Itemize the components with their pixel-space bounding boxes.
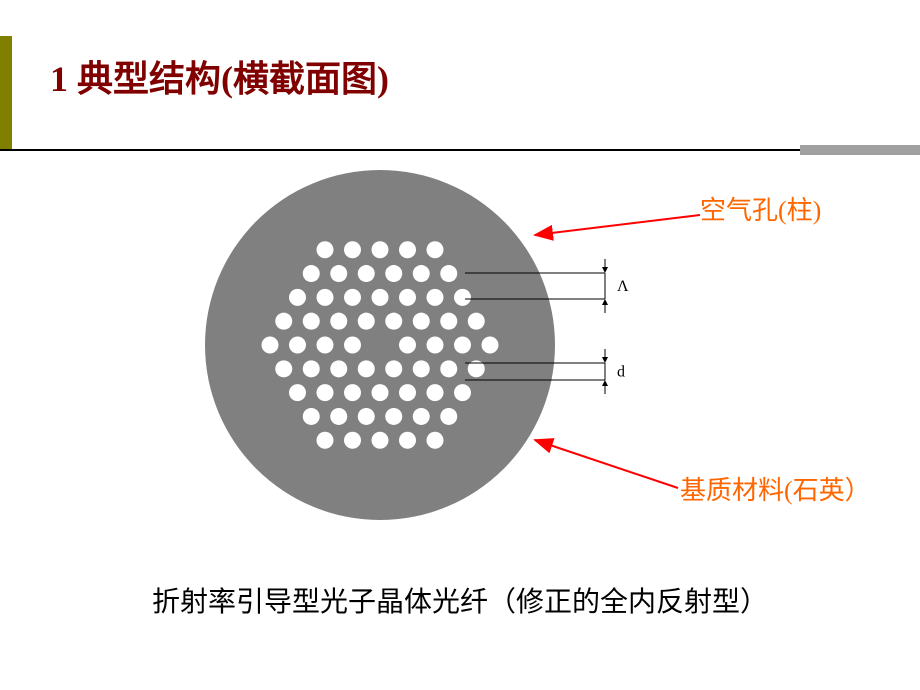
title-rule	[0, 145, 920, 155]
rule-light	[800, 145, 920, 155]
slide-title: 1 典型结构(横截面图)	[50, 50, 389, 102]
fiber-svg: Λd	[160, 155, 640, 535]
svg-text:d: d	[617, 364, 625, 381]
label-matrix: 基质材料(石英）	[680, 470, 871, 507]
rule-dark	[0, 149, 800, 151]
fiber-diagram: Λd	[160, 155, 600, 535]
slide-caption: 折射率引导型光子晶体光纤（修正的全内反射型）	[0, 580, 920, 620]
svg-text:Λ: Λ	[617, 278, 629, 295]
label-air-hole: 空气孔(柱)	[700, 190, 821, 227]
accent-sidebar	[0, 36, 12, 151]
